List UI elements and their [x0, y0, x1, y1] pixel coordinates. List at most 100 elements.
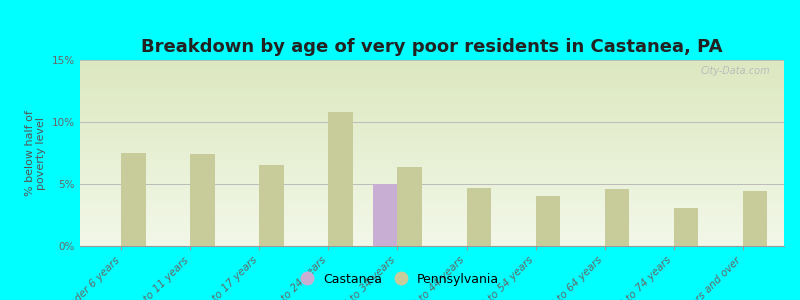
Bar — [80, 170, 784, 171]
Bar — [80, 100, 784, 101]
Bar — [80, 152, 784, 153]
Bar — [80, 151, 784, 152]
Bar — [80, 61, 784, 62]
Bar — [80, 109, 784, 110]
Bar — [80, 173, 784, 174]
Bar — [80, 234, 784, 235]
Bar — [80, 195, 784, 196]
Bar — [80, 80, 784, 81]
Bar — [80, 107, 784, 108]
Bar — [80, 66, 784, 67]
Bar — [80, 176, 784, 177]
Bar — [329, 112, 353, 246]
Bar — [80, 108, 784, 109]
Bar — [80, 140, 784, 141]
Bar — [80, 90, 784, 91]
Bar — [80, 86, 784, 87]
Bar — [80, 123, 784, 124]
Bar — [80, 141, 784, 142]
Bar — [80, 238, 784, 239]
Bar — [80, 215, 784, 216]
Bar — [80, 75, 784, 76]
Bar — [80, 180, 784, 181]
Bar — [80, 148, 784, 149]
Bar — [80, 122, 784, 123]
Bar — [80, 160, 784, 161]
Bar — [80, 241, 784, 242]
Bar — [80, 114, 784, 115]
Bar — [80, 231, 784, 232]
Bar — [80, 218, 784, 219]
Bar — [122, 153, 146, 246]
Bar — [80, 156, 784, 157]
Bar — [80, 233, 784, 234]
Bar — [80, 87, 784, 88]
Bar — [80, 85, 784, 86]
Bar — [80, 203, 784, 204]
Bar — [466, 188, 490, 246]
Bar — [80, 220, 784, 221]
Bar — [80, 146, 784, 147]
Bar — [80, 191, 784, 192]
Bar — [80, 190, 784, 191]
Bar — [80, 188, 784, 189]
Bar — [80, 225, 784, 226]
Bar — [80, 126, 784, 127]
Bar — [80, 198, 784, 199]
Bar — [80, 200, 784, 201]
Bar — [80, 207, 784, 208]
Bar — [80, 172, 784, 173]
Bar — [80, 192, 784, 193]
Bar — [80, 76, 784, 77]
Bar — [80, 194, 784, 195]
Bar — [80, 171, 784, 172]
Bar — [80, 104, 784, 105]
Bar — [80, 64, 784, 66]
Bar — [80, 232, 784, 233]
Bar — [80, 70, 784, 71]
Bar — [80, 229, 784, 230]
Bar — [80, 179, 784, 180]
Bar — [80, 118, 784, 119]
Bar — [80, 134, 784, 135]
Bar — [80, 219, 784, 220]
Bar — [80, 110, 784, 111]
Bar — [80, 221, 784, 222]
Bar — [80, 165, 784, 166]
Bar — [80, 162, 784, 163]
Bar — [80, 81, 784, 82]
Bar — [80, 201, 784, 202]
Bar — [80, 119, 784, 120]
Text: City-Data.com: City-Data.com — [700, 66, 770, 76]
Bar — [80, 113, 784, 114]
Bar — [80, 83, 784, 84]
Bar — [80, 157, 784, 158]
Bar — [80, 155, 784, 156]
Bar — [80, 95, 784, 96]
Bar — [80, 97, 784, 98]
Bar — [742, 191, 766, 246]
Bar — [80, 145, 784, 146]
Bar — [80, 164, 784, 165]
Bar — [80, 139, 784, 140]
Bar — [80, 193, 784, 194]
Bar — [80, 111, 784, 112]
Bar — [80, 237, 784, 238]
Bar — [80, 154, 784, 155]
Bar — [80, 202, 784, 203]
Bar — [80, 136, 784, 137]
Bar — [535, 196, 560, 246]
Bar — [80, 138, 784, 139]
Bar — [80, 77, 784, 78]
Bar — [80, 161, 784, 162]
Bar — [80, 128, 784, 129]
Bar — [80, 101, 784, 102]
Bar — [80, 222, 784, 223]
Bar — [80, 98, 784, 99]
Bar — [80, 67, 784, 68]
Bar — [80, 68, 784, 69]
Bar — [80, 79, 784, 80]
Bar — [80, 243, 784, 244]
Bar — [374, 184, 398, 246]
Bar — [80, 72, 784, 73]
